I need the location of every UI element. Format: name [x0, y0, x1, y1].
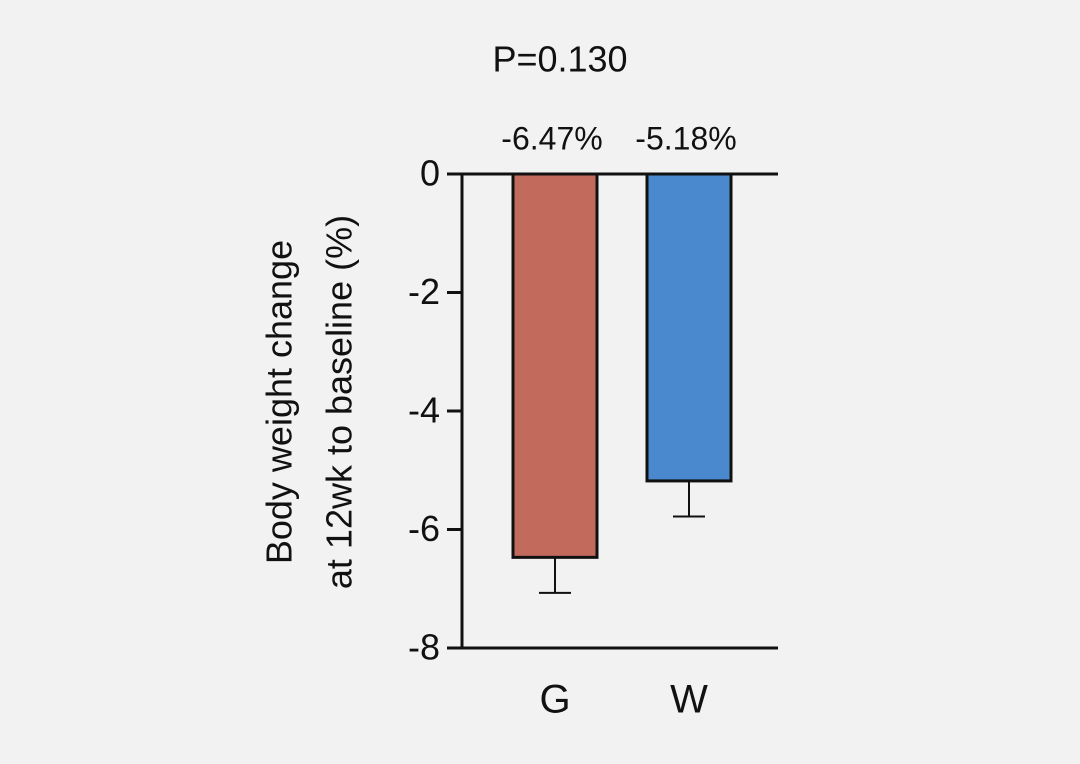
bar: [511, 172, 599, 559]
value-label: -5.18%: [635, 120, 736, 156]
y-tick-label: 0: [420, 153, 440, 194]
y-tick-label: -6: [408, 508, 440, 549]
x-tick-label: G: [539, 678, 570, 722]
bar: [645, 172, 733, 483]
y-tick-label: -8: [408, 627, 440, 668]
y-tick-label: -4: [408, 390, 440, 431]
chart-title: P=0.130: [492, 39, 627, 80]
x-tick-label: W: [670, 678, 708, 722]
y-tick-label: -2: [408, 271, 440, 312]
y-axis-label: Body weight change: [259, 240, 300, 564]
value-label: -6.47%: [501, 120, 602, 156]
y-axis-label: at 12wk to baseline (%): [319, 215, 360, 589]
